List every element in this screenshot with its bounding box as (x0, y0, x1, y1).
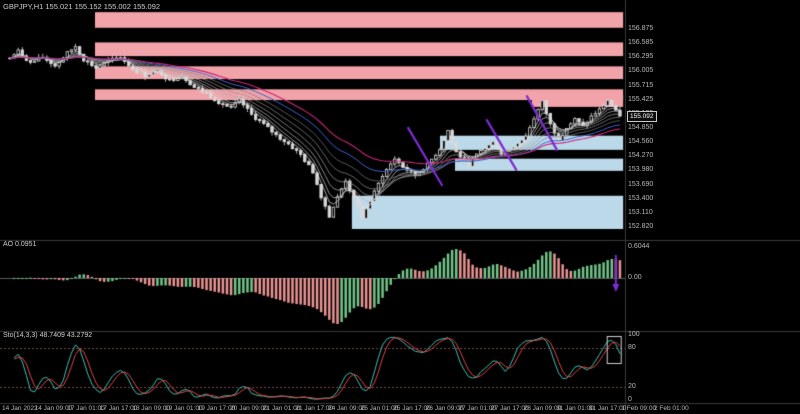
stoch-axis-label: 80 (628, 344, 636, 351)
ao-axis-label: 0.00 (628, 274, 642, 281)
ao-indicator-label: AO 0.0951 (3, 241, 37, 248)
time-axis-label: 26 Jan 09:00 (425, 405, 464, 412)
price-axis-label: 155.425 (628, 95, 654, 103)
time-axis-label: 27 Jan 01:00 (458, 405, 496, 412)
time-axis-label: 21 Jan 17:00 (295, 405, 333, 412)
current-price-tag: 155.092 (627, 111, 657, 123)
time-axis-label: 20 Jan 09:00 (230, 405, 268, 412)
time-axis-label: 17 Jan 01:00 (67, 405, 105, 412)
time-axis-label: 19 Jan 17:00 (197, 405, 236, 412)
time-axis-label: 25 Jan 01:00 (360, 405, 399, 412)
price-axis-label: 156.585 (628, 39, 654, 47)
ao-axis-label: 0.6044 (628, 243, 650, 250)
price-axis-label: 156.875 (628, 25, 654, 32)
price-axis-label: 154.270 (628, 152, 654, 160)
time-axis-label: 17 Jan 17:00 (99, 405, 138, 412)
time-axis-label: 28 Jan 09:00 (523, 405, 562, 412)
price-axis-label: 156.005 (628, 67, 654, 75)
time-axis-label: 25 Jan 17:00 (393, 405, 431, 412)
time-axis-label: 14 Jan 09:00 (34, 405, 73, 412)
time-axis-label: 31 Jan 17:00 (588, 405, 627, 412)
time-axis-label: 2 Feb 01:00 (654, 405, 689, 412)
chart-symbol-title: GBPJPY,H1 155.021 155.152 155.002 155.09… (3, 2, 161, 11)
stoch-axis-label: 0 (628, 396, 632, 403)
time-axis-label: 24 Jan 09:00 (328, 405, 366, 412)
time-axis-label: 27 Jan 17:00 (491, 405, 529, 412)
stoch-indicator-label: Sto(14,3,3) 48.7409 43.2792 (3, 332, 93, 339)
stoch-axis-label: 100 (628, 331, 640, 338)
stoch-axis-label: 20 (628, 383, 636, 390)
time-axis-label: 1 Feb 09:00 (621, 405, 657, 412)
time-axis-label: 14 Jan 2022 (2, 405, 38, 412)
price-axis-label: 153.400 (628, 194, 654, 202)
price-axis-label: 153.110 (628, 208, 653, 216)
time-axis-label: 21 Jan 01:00 (262, 405, 301, 412)
price-axis-label: 153.980 (628, 166, 654, 174)
time-axis-label: 31 Jan 01:00 (556, 405, 594, 412)
price-axis-label: 152.820 (628, 223, 654, 230)
time-axis-label: 18 Jan 09:00 (132, 405, 170, 412)
price-axis-label: 154.560 (628, 138, 654, 146)
price-axis-label: 155.715 (628, 81, 654, 89)
price-axis-label: 154.850 (628, 123, 654, 131)
time-axis-label: 19 Jan 01:00 (165, 405, 203, 412)
price-axis-label: 153.690 (628, 180, 654, 188)
price-axis-label: 156.295 (628, 53, 654, 61)
